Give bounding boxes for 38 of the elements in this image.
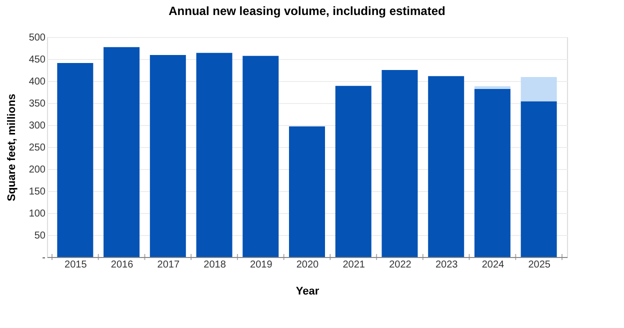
bar — [242, 56, 279, 257]
y-tick-label: 250 — [28, 142, 46, 154]
x-axis-title: Year — [296, 286, 320, 298]
y-tick-label: 500 — [28, 32, 46, 44]
y-tick-label: 350 — [28, 98, 46, 110]
y-tick-label: 150 — [28, 186, 46, 198]
y-axis-title: Square feet, millions — [6, 94, 18, 202]
x-tick-label: 2015 — [64, 260, 88, 270]
bar — [289, 126, 325, 257]
chart-title: Annual new leasing volume, including estimated — [168, 4, 446, 18]
y-tick-label: 450 — [28, 54, 46, 66]
y-tick-label: 50 — [34, 230, 46, 242]
x-tick-label: 2022 — [389, 260, 412, 270]
bar — [428, 76, 464, 257]
bar — [520, 77, 557, 102]
x-tick-label: 2021 — [342, 260, 366, 270]
y-tick-label: - — [42, 252, 46, 264]
bar — [57, 62, 94, 257]
bar — [335, 86, 372, 257]
bar — [474, 88, 510, 257]
x-tick-label: 2016 — [110, 260, 134, 270]
y-tick-label: 100 — [28, 208, 46, 220]
bar — [150, 55, 186, 257]
bar — [104, 47, 140, 257]
bar — [520, 101, 557, 257]
x-tick-label: 2025 — [528, 260, 551, 270]
bar — [382, 70, 418, 257]
x-tick-label: 2019 — [250, 260, 273, 270]
y-tick-label: 200 — [28, 164, 46, 176]
y-tick-label: 400 — [28, 76, 46, 88]
x-tick-label: 2017 — [157, 260, 180, 270]
x-tick-label: 2024 — [482, 260, 505, 270]
x-tick-label: 2018 — [204, 260, 226, 270]
bar — [474, 86, 510, 89]
bar — [196, 52, 232, 257]
y-tick-label: 300 — [28, 120, 46, 132]
x-tick-label: 2023 — [435, 260, 458, 270]
x-tick-label: 2020 — [296, 260, 320, 270]
